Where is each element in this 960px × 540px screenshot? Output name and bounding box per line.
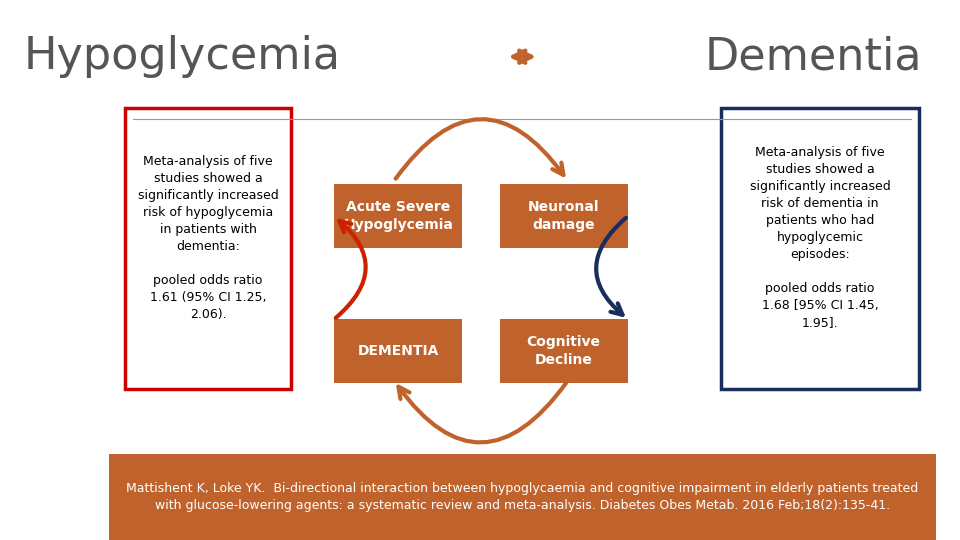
Text: Meta-analysis of five
studies showed a
significantly increased
risk of dementia : Meta-analysis of five studies showed a s… xyxy=(750,146,891,329)
FancyBboxPatch shape xyxy=(721,108,920,389)
FancyBboxPatch shape xyxy=(499,319,628,383)
Text: Dementia: Dementia xyxy=(705,35,922,78)
FancyBboxPatch shape xyxy=(499,184,628,248)
Text: Mattishent K, Loke YK.  Bi-directional interaction between hypoglycaemia and cog: Mattishent K, Loke YK. Bi-directional in… xyxy=(126,482,919,512)
FancyBboxPatch shape xyxy=(334,319,463,383)
Text: Cognitive
Decline: Cognitive Decline xyxy=(527,335,601,367)
Text: DEMENTIA: DEMENTIA xyxy=(357,344,439,358)
FancyBboxPatch shape xyxy=(334,184,463,248)
Text: Meta-analysis of five
studies showed a
significantly increased
risk of hypoglyce: Meta-analysis of five studies showed a s… xyxy=(137,154,278,321)
Text: Hypoglycemia: Hypoglycemia xyxy=(23,35,340,78)
FancyBboxPatch shape xyxy=(108,454,936,540)
Text: Neuronal
damage: Neuronal damage xyxy=(528,200,599,232)
FancyBboxPatch shape xyxy=(125,108,291,389)
Text: Acute Severe
Hypoglycemia: Acute Severe Hypoglycemia xyxy=(344,200,453,232)
